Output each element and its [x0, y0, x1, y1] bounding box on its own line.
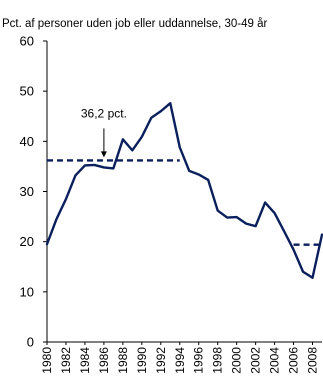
y-tick-label: 10: [20, 284, 34, 299]
x-tick-label: 1994: [173, 347, 187, 374]
x-tick-label: 2004: [268, 347, 282, 374]
annotation-arrowhead: [100, 151, 107, 158]
x-tick-label: 2006: [287, 347, 301, 374]
y-tick-label: 0: [27, 335, 34, 350]
x-tick-label: 1996: [192, 347, 206, 374]
y-tick-label: 50: [20, 84, 34, 99]
y-tick-label: 30: [20, 184, 34, 199]
y-tick-label: 20: [20, 234, 34, 249]
chart-title: Pct. af personer uden job eller uddannel…: [2, 18, 267, 30]
x-tick-label: 2002: [249, 347, 263, 374]
x-tick-label: 1986: [97, 347, 111, 374]
reference-lines: [47, 159, 322, 246]
annotation-label: 36,2 pct.: [81, 106, 127, 120]
x-axis-ticks: 1980 1982 1984 1986 1988 1990 1992 1994 1996 1998…: [40, 342, 320, 374]
x-tick-label: 1980: [40, 347, 54, 374]
y-tick-label: 60: [20, 34, 34, 49]
x-tick-label: 2000: [230, 347, 244, 374]
x-tick-label: 1984: [78, 347, 92, 374]
x-tick-label: 1990: [135, 347, 149, 374]
y-tick-label: 40: [20, 134, 34, 149]
annotation: 36,2 pct.: [81, 106, 127, 158]
x-tick-label: 1992: [154, 347, 168, 374]
x-tick-label: 1988: [116, 347, 130, 374]
x-tick-label: 1982: [59, 347, 73, 374]
series-line: [45, 102, 323, 279]
x-tick-label: 2008: [306, 347, 320, 374]
y-axis-ticks: 0 10 20 30 40 50 60: [20, 34, 47, 350]
x-tick-label: 1998: [211, 347, 225, 374]
